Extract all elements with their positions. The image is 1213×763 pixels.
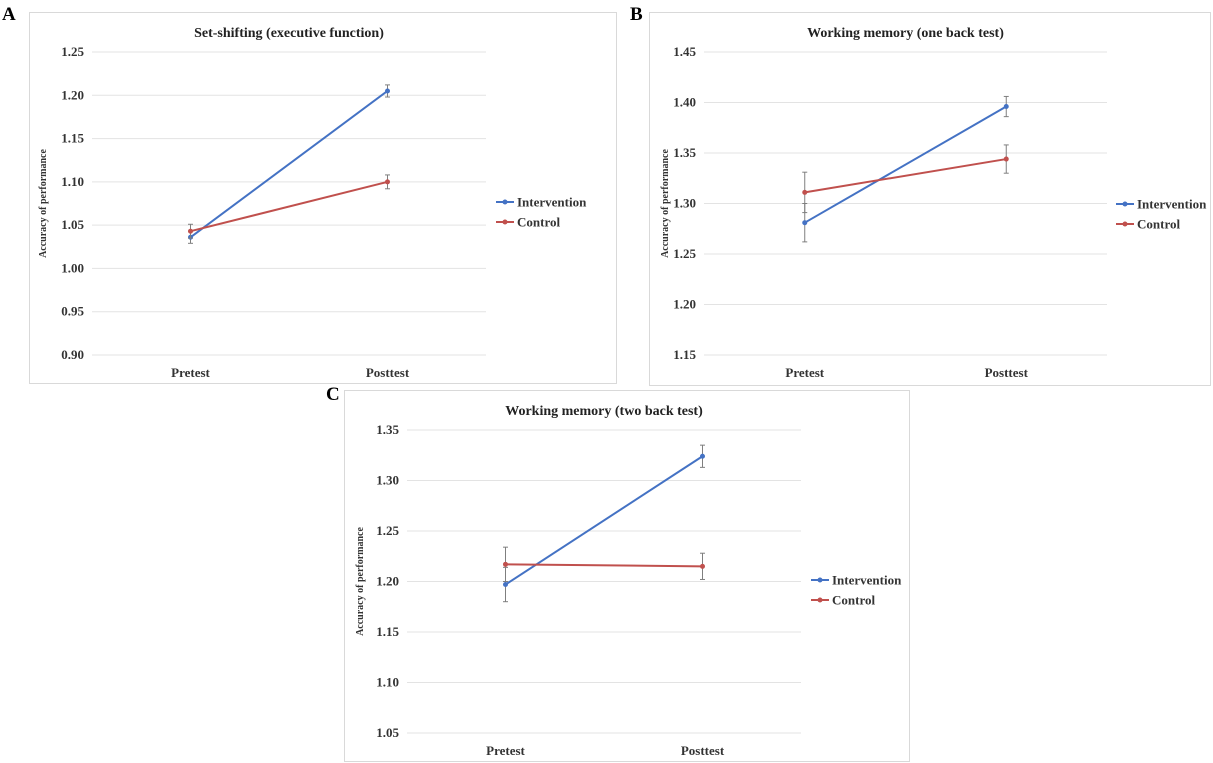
chart-c-data-point [503, 582, 508, 588]
chart-a-legend-label: Intervention [517, 195, 587, 210]
chart-a-y-tick-label: 1.00 [61, 260, 84, 275]
chart-b-title: Working memory (one back test) [807, 26, 1004, 41]
chart-a-legend-marker [502, 199, 508, 205]
chart-c-y-tick-label: 1.20 [376, 574, 399, 589]
panel-letter-a: A [2, 4, 16, 25]
chart-b-data-point [802, 220, 808, 226]
chart-a-y-tick-label: 0.90 [61, 347, 84, 362]
chart-a-data-point [188, 228, 193, 234]
chart-a-y-tick-label: 1.15 [61, 131, 84, 146]
panel-letter-b: B [630, 4, 643, 25]
chart-a-y-tick-label: 1.25 [61, 44, 84, 59]
chart-b-legend-marker [1122, 221, 1128, 227]
chart-a-legend-label: Control [517, 215, 560, 230]
chart-c-title: Working memory (two back test) [505, 404, 703, 419]
chart-a-y-tick-label: 1.20 [61, 87, 84, 102]
chart-b-series-line-control [804, 158, 1007, 194]
chart-a-series-line-control [190, 180, 388, 233]
chart-b-x-tick-label: Posttest [985, 365, 1029, 380]
chart-c-y-tick-label: 1.25 [376, 523, 399, 538]
chart-b-y-tick-label: 1.30 [673, 196, 696, 211]
chart-panel-b: Working memory (one back test) 1.15 1.20 1.… [649, 12, 1211, 386]
chart-c-y-tick-label: 1.05 [376, 725, 399, 740]
chart-a-series-line-intervention [189, 90, 389, 239]
chart-c-legend-marker [817, 597, 823, 603]
chart-c-data-point [700, 453, 705, 459]
chart-c-x-tick-label: Posttest [681, 743, 725, 758]
chart-c-y-axis-label: Accuracy of performance [355, 527, 366, 636]
chart-b-x-tick-label: Pretest [785, 365, 824, 380]
chart-b-y-tick-label: 1.20 [673, 297, 696, 312]
chart-c-legend-marker [817, 577, 823, 583]
chart-a-y-tick-label: 1.10 [61, 174, 84, 189]
panel-letter-c: C [326, 384, 340, 405]
chart-b-y-tick-label: 1.35 [673, 145, 696, 160]
chart-b-y-axis-label: Accuracy of performance [660, 149, 671, 258]
chart-a-y-tick-label: 0.95 [61, 304, 84, 319]
chart-c-y-tick-label: 1.30 [376, 473, 399, 488]
chart-c-svg: Working memory (two back test) 1.05 1.10 1.… [355, 404, 902, 758]
chart-panel-a: Set-shifting (executive function) 0.90 0.9… [29, 12, 617, 384]
chart-a-y-axis-label: Accuracy of performance [38, 149, 49, 258]
chart-a-x-tick-label: Pretest [171, 365, 210, 380]
chart-c-y-tick-label: 1.15 [376, 624, 399, 639]
chart-c-legend-label: Intervention [832, 573, 902, 588]
chart-c-data-point [700, 563, 705, 569]
chart-b-svg: Working memory (one back test) 1.15 1.20 1.… [660, 26, 1207, 380]
chart-a-data-point [385, 88, 390, 94]
chart-b-legend-label: Control [1137, 217, 1180, 232]
chart-c-series-line-control [505, 563, 703, 568]
chart-b-y-tick-label: 1.45 [673, 44, 696, 59]
chart-b-legend-marker [1122, 201, 1128, 207]
chart-a-legend-marker [502, 219, 508, 225]
chart-b-y-tick-label: 1.25 [673, 246, 696, 261]
chart-c-x-tick-label: Pretest [486, 743, 525, 758]
chart-panel-c: Working memory (two back test) 1.05 1.10 1.… [344, 390, 910, 762]
chart-a-x-tick-label: Posttest [366, 365, 410, 380]
chart-a-svg: Set-shifting (executive function) 0.90 0.9… [38, 26, 587, 380]
chart-b-data-point [802, 189, 808, 195]
chart-a-title: Set-shifting (executive function) [194, 26, 384, 41]
chart-a-y-tick-label: 1.05 [61, 217, 84, 232]
chart-a-data-point [385, 179, 390, 185]
chart-b-data-point [1003, 156, 1009, 162]
chart-c-y-tick-label: 1.35 [376, 422, 399, 437]
chart-c-y-tick-label: 1.10 [376, 675, 399, 690]
chart-b-legend-label: Intervention [1137, 197, 1207, 212]
chart-b-y-tick-label: 1.40 [673, 95, 696, 110]
chart-b-series-line-intervention [804, 105, 1007, 224]
chart-c-series-line-intervention [504, 455, 704, 586]
chart-b-y-tick-label: 1.15 [673, 347, 696, 362]
chart-c-data-point [503, 561, 508, 567]
chart-c-legend-label: Control [832, 593, 875, 608]
chart-b-data-point [1003, 104, 1009, 110]
